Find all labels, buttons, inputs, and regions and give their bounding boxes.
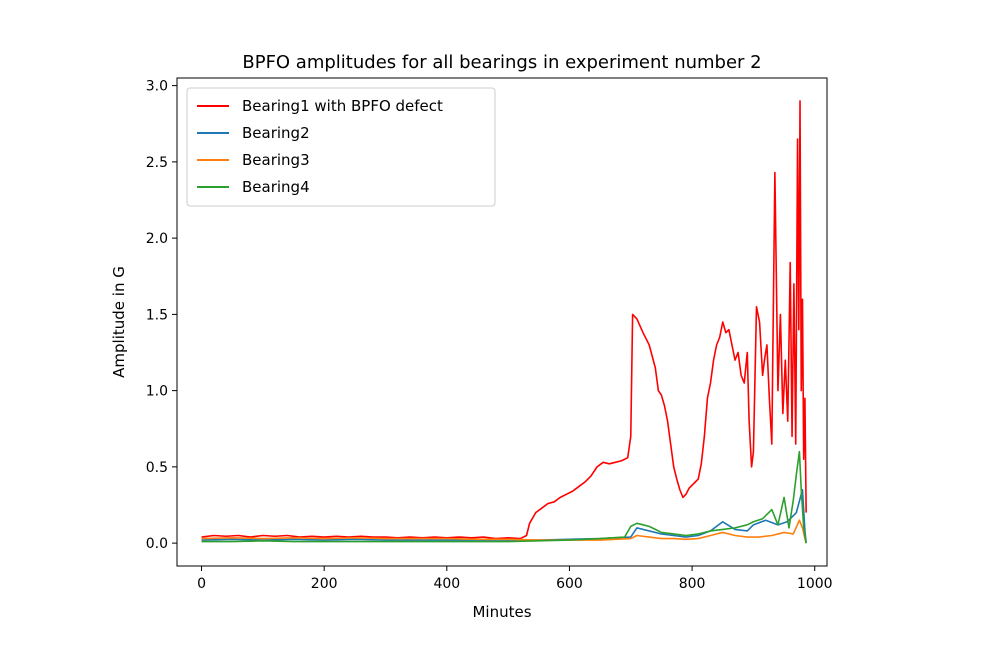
x-tick-label: 600 <box>556 576 583 592</box>
y-tick-label: 3.0 <box>146 79 168 95</box>
y-tick-label: 2.5 <box>146 155 168 171</box>
y-axis-label: Amplitude in G <box>110 266 128 378</box>
x-axis: 0 200 400 600 800 1000 <box>197 566 833 592</box>
legend-label-4: Bearing4 <box>242 178 310 196</box>
plot-frame <box>176 77 828 567</box>
series-line-3 <box>201 519 807 544</box>
chart-title: BPFO amplitudes for all bearings in expe… <box>242 52 761 73</box>
y-tick-label: 1.5 <box>146 307 168 323</box>
legend-label-3: Bearing3 <box>242 151 310 169</box>
x-tick-label: 0 <box>197 576 206 592</box>
y-tick-label: 0.0 <box>146 536 168 552</box>
legend-label-1: Bearing1 with BPFO defect <box>242 97 443 115</box>
legend-box <box>186 87 496 207</box>
y-tick-label: 1.0 <box>146 384 168 400</box>
series-line-2 <box>201 488 807 544</box>
x-tick-label: 1000 <box>797 576 833 592</box>
x-tick-label: 200 <box>311 576 338 592</box>
y-tick-label: 0.5 <box>146 460 168 476</box>
legend: Bearing1 with BPFO defect Bearing2 Bearing… <box>186 87 496 207</box>
series-line-4 <box>201 450 807 544</box>
y-axis: 0.0 0.5 1.0 1.5 2.0 2.5 3.0 <box>146 79 177 552</box>
y-tick-label: 2.0 <box>146 231 168 247</box>
x-axis-label: Minutes <box>472 603 531 621</box>
legend-label-2: Bearing2 <box>242 124 310 142</box>
x-tick-label: 400 <box>433 576 460 592</box>
x-tick-label: 800 <box>679 576 706 592</box>
series-layer <box>201 100 807 544</box>
